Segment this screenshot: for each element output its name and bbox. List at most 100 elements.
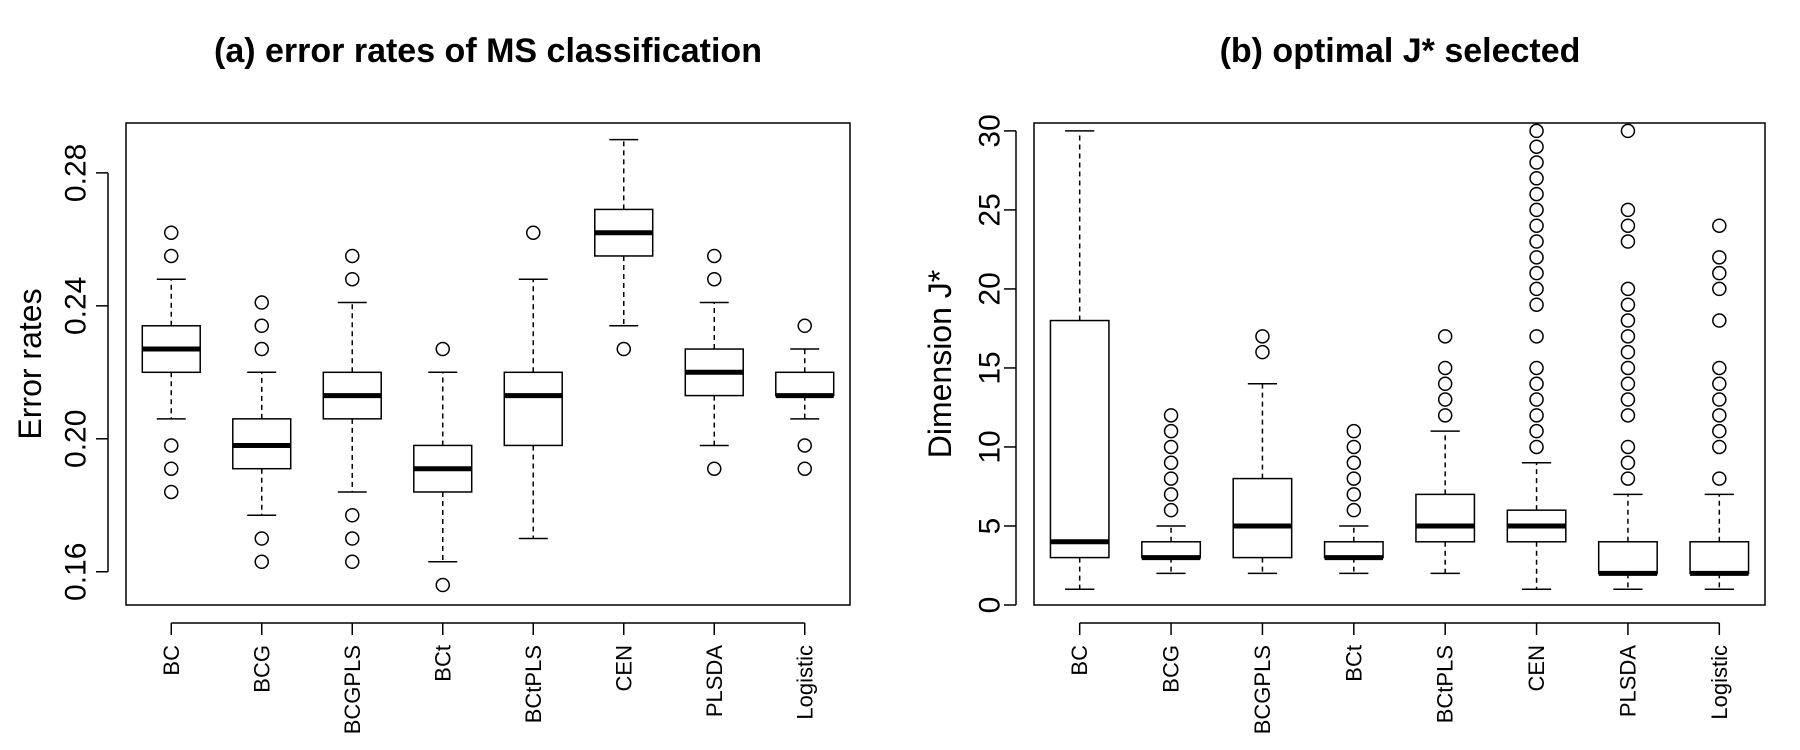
iqr-box: [503, 371, 563, 447]
chart-b-y-tick-label: 10: [974, 430, 1007, 463]
outlier-point: [1712, 392, 1727, 407]
outlier-point: [1712, 376, 1727, 392]
outlier-point: [1712, 439, 1727, 455]
outlier-point: [254, 531, 269, 546]
outlier-point: [616, 341, 631, 357]
outlier-point: [1529, 234, 1544, 249]
outlier-point: [1529, 423, 1544, 439]
outlier-point: [1712, 423, 1727, 439]
chart-b-x-tick-label: BC: [1067, 645, 1092, 676]
outlier-point: [1346, 487, 1362, 502]
outlier-point: [1529, 155, 1544, 170]
outlier-point: [1529, 360, 1544, 376]
outlier-point: [1529, 250, 1544, 265]
iqr-box: [1597, 541, 1658, 575]
outlier-point: [526, 225, 541, 240]
outlier-point: [707, 461, 722, 476]
chart-a-plot-frame: [125, 122, 851, 606]
chart-a-box-bct: [413, 341, 473, 593]
outlier-point: [1346, 439, 1362, 455]
outlier-point: [1529, 186, 1544, 202]
chart-b-x-tick-label: BCt: [1341, 645, 1366, 682]
outlier-point: [1620, 297, 1636, 312]
outlier-point: [345, 554, 360, 570]
chart-a-y-tick-label: 0.24: [60, 277, 93, 335]
outlier-point: [164, 225, 179, 240]
chart-b-y-tick-label: 15: [974, 351, 1007, 384]
chart-b-x-tick-label: BCG: [1159, 645, 1184, 693]
outlier-point: [1529, 376, 1544, 392]
chart-a-y-tick-label: 0.28: [60, 144, 93, 202]
iqr-box: [775, 371, 835, 397]
chart-a: (a) error rates of MS classification Err…: [12, 32, 851, 734]
outlier-point: [1712, 250, 1727, 265]
chart-a-x-tick-label: PLSDA: [702, 645, 727, 717]
outlier-point: [1437, 392, 1453, 407]
outlier-point: [345, 271, 360, 287]
outlier-point: [1437, 408, 1453, 423]
chart-a-box-cen: [594, 138, 654, 357]
chart-b-y-axis-label: Dimension J*: [922, 270, 958, 459]
chart-a-box-bctpls: [503, 225, 563, 540]
outlier-point: [1620, 329, 1636, 344]
outlier-point: [1163, 471, 1179, 486]
outlier-point: [1620, 376, 1636, 392]
outlier-point: [1620, 439, 1636, 455]
chart-b-x-tick-label: BCtPLS: [1433, 645, 1458, 723]
outlier-point: [1712, 281, 1727, 297]
chart-b-x-tick-label: BCGPLS: [1250, 645, 1275, 734]
outlier-point: [164, 438, 179, 453]
chart-b-x-tick-label: Logistic: [1707, 645, 1732, 720]
outlier-point: [1529, 408, 1544, 423]
outlier-point: [707, 271, 722, 287]
outlier-point: [1712, 265, 1727, 281]
outlier-point: [254, 554, 269, 570]
iqr-box: [1689, 541, 1750, 575]
outlier-point: [1529, 139, 1544, 154]
outlier-point: [1712, 408, 1727, 423]
outlier-point: [1163, 408, 1179, 423]
outlier-point: [435, 341, 450, 357]
outlier-point: [1620, 408, 1636, 423]
chart-b-box-bct: [1323, 423, 1384, 575]
chart-a-title: (a) error rates of MS classification: [214, 32, 762, 70]
chart-b-box-logistic: [1689, 218, 1750, 590]
outlier-point: [1163, 455, 1179, 471]
outlier-point: [345, 248, 360, 264]
outlier-point: [1437, 329, 1453, 344]
chart-a-x-tick-label: BCGPLS: [340, 645, 365, 734]
chart-b: (b) optimal J* selected Dimension J* 0 5 1…: [922, 32, 1766, 734]
outlier-point: [1529, 297, 1544, 312]
chart-a-x-tick-label: BCt: [430, 645, 455, 682]
outlier-point: [1712, 471, 1727, 486]
outlier-point: [797, 318, 812, 334]
chart-b-y-tick-label: 20: [974, 272, 1007, 305]
outlier-point: [1255, 329, 1270, 344]
outlier-point: [164, 484, 179, 500]
outlier-point: [1529, 218, 1544, 233]
chart-a-box-logistic: [775, 318, 835, 476]
outlier-point: [164, 248, 179, 264]
outlier-point: [254, 295, 269, 310]
iqr-box: [1049, 319, 1110, 559]
chart-a-x-tick-label: Logistic: [792, 645, 817, 720]
outlier-point: [1529, 123, 1544, 139]
chart-b-x-tick-label: PLSDA: [1615, 645, 1640, 717]
outlier-point: [1437, 376, 1453, 392]
outlier-point: [1346, 502, 1362, 518]
outlier-point: [1529, 281, 1544, 297]
outlier-point: [1529, 171, 1544, 186]
outlier-point: [1163, 487, 1179, 502]
chart-b-plot-area: 0 5 10 15 20 25 30 BC BCG BCGPLS BCt BCtPLS CEN PLSDA…: [974, 114, 1766, 734]
outlier-point: [1620, 218, 1636, 233]
outlier-point: [1529, 202, 1544, 218]
chart-b-y-tick-label: 0: [974, 597, 1007, 614]
chart-b-y-tick-label: 30: [974, 114, 1007, 147]
chart-a-box-bcgpls: [322, 248, 382, 570]
chart-a-plot-area: 0.16 0.20 0.24 0.28 BC BCG BCGPLS BCt BCtPLS CEN P…: [60, 122, 851, 734]
outlier-point: [1346, 471, 1362, 486]
chart-b-y-tick-label: 5: [974, 518, 1007, 535]
chart-a-y-tick-label: 0.20: [60, 410, 93, 468]
outlier-point: [1712, 313, 1727, 328]
